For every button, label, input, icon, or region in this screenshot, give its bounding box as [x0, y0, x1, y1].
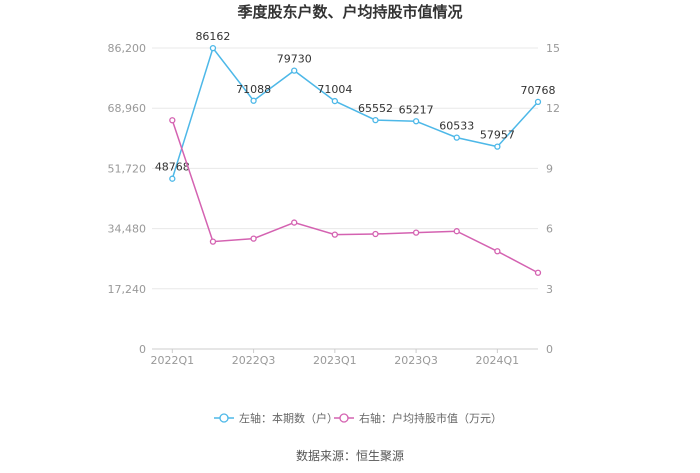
- left-axis-ticks: 0 17,240 34,480 51,720 68,960 86,200: [108, 42, 147, 356]
- x-axis-ticks: 2022Q1 2022Q3 2023Q1 2023Q3 2024Q1: [150, 349, 519, 367]
- series-layer: 48768 86162 71088 79730 71004 65552 65217 60533…: [155, 30, 556, 276]
- left-tick-label: 86,200: [108, 42, 147, 55]
- legend: 左轴：本期数（户） 右轴：户均持股市值（万元）: [214, 411, 502, 425]
- right-tick-label: 15: [546, 42, 560, 55]
- data-label: 79730: [277, 53, 312, 66]
- left-tick-label: 51,720: [108, 162, 147, 175]
- left-tick-label: 0: [139, 343, 146, 356]
- series-point-1: [331, 231, 338, 238]
- right-tick-label: 12: [546, 102, 560, 115]
- right-tick-label: 9: [546, 162, 553, 175]
- data-label: 71088: [236, 83, 271, 96]
- data-label: 65552: [358, 102, 393, 115]
- series-point-0: [453, 134, 460, 141]
- left-tick-label: 17,240: [108, 283, 147, 296]
- series-line-1: [171, 120, 539, 274]
- legend-marker-0: [219, 413, 229, 423]
- data-label: 48768: [155, 161, 190, 174]
- series-point-0: [534, 98, 542, 106]
- series-point-1: [372, 230, 379, 238]
- series-point-0: [250, 97, 257, 104]
- series-point-0: [209, 44, 217, 52]
- right-tick-label: 3: [546, 283, 553, 296]
- series-point-0: [494, 143, 501, 150]
- data-label: 70768: [521, 84, 556, 97]
- right-axis-ticks: 0 3 6 9 12 15: [546, 42, 560, 356]
- grid: [152, 47, 538, 350]
- series-point-0: [331, 97, 338, 105]
- chart-title: 季度股东户数、户均持股市值情况: [237, 3, 462, 21]
- x-tick-label: 2022Q1: [150, 354, 194, 367]
- series-point-0: [412, 118, 420, 125]
- series-point-0: [169, 175, 176, 182]
- left-tick-label: 34,480: [108, 223, 147, 236]
- series-point-1: [453, 228, 460, 235]
- data-label: 57957: [480, 129, 515, 142]
- legend-label-0: 左轴：本期数（户）: [239, 411, 338, 425]
- data-source: 数据来源：恒生聚源: [296, 448, 404, 463]
- series-point-1: [209, 238, 217, 245]
- right-tick-label: 0: [546, 343, 553, 356]
- series-point-1: [412, 229, 420, 236]
- legend-marker-1: [339, 413, 349, 423]
- series-point-1: [494, 248, 501, 255]
- left-tick-label: 68,960: [108, 102, 147, 115]
- data-label: 60533: [439, 120, 474, 133]
- series-line-0: [171, 46, 539, 179]
- data-label: 86162: [195, 30, 230, 43]
- legend-label-1: 右轴：户均持股市值（万元）: [359, 411, 502, 425]
- series-point-1: [534, 269, 542, 276]
- right-tick-label: 6: [546, 223, 553, 236]
- series-point-0: [372, 116, 379, 124]
- data-label: 65217: [399, 103, 434, 116]
- series-point-0: [291, 67, 298, 74]
- x-tick-label: 2022Q3: [232, 354, 276, 367]
- data-label: 71004: [317, 83, 352, 96]
- series-point-1: [169, 117, 176, 124]
- series-point-1: [250, 235, 257, 242]
- series-point-1: [291, 219, 298, 226]
- x-tick-label: 2023Q3: [394, 354, 438, 367]
- x-tick-label: 2023Q1: [313, 354, 357, 367]
- x-tick-label: 2024Q1: [476, 354, 520, 367]
